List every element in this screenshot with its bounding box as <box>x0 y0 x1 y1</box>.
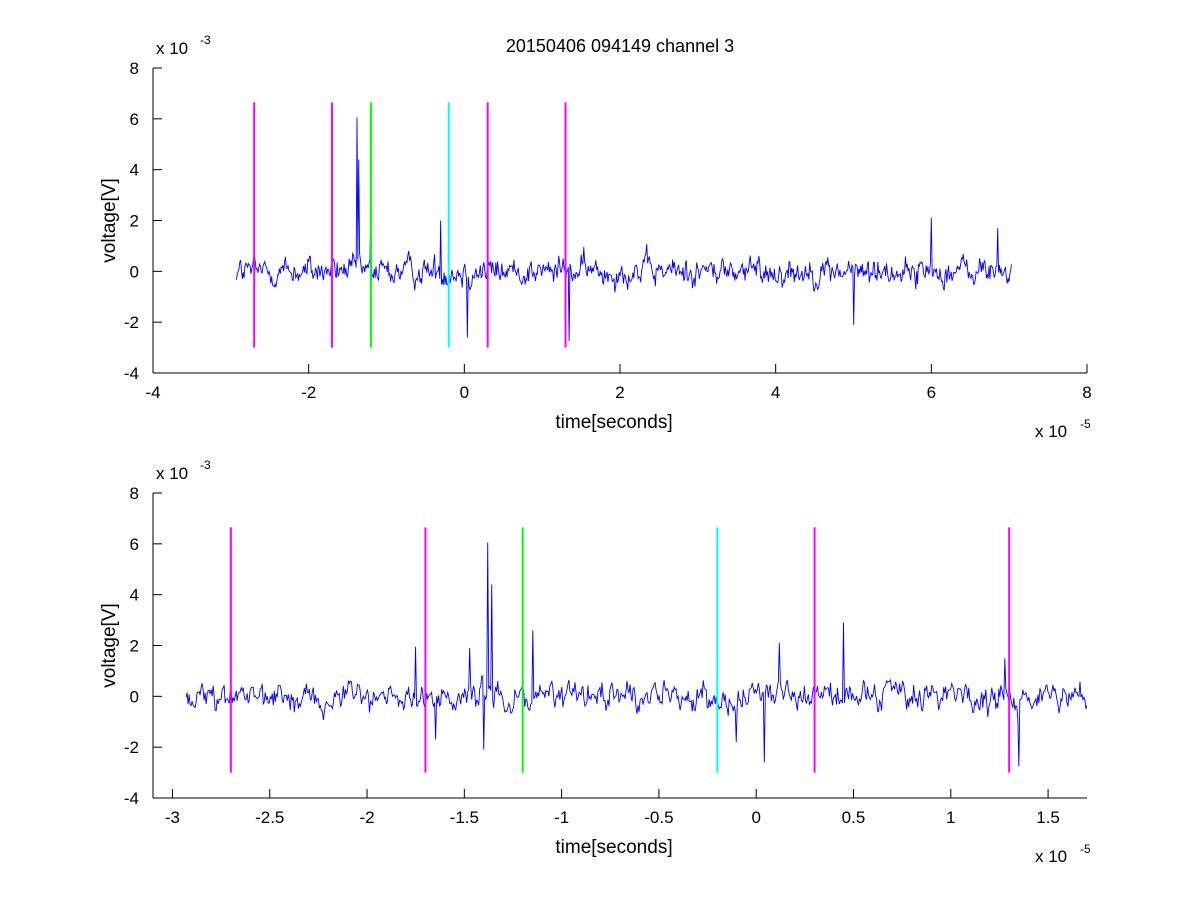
x-tick-label: 2 <box>615 383 624 402</box>
x-exponent-power: -5 <box>1080 417 1091 431</box>
y-tick-label: 2 <box>130 212 139 231</box>
y-exponent-label: x 10 <box>156 464 188 483</box>
signal-series-line <box>235 117 1012 342</box>
subplot-2: -3 -2.5 -2 -1.5 -1 -0.5 0 0.5 1 1.5 -4 -2 0 2 4 6 8 time[… <box>99 458 1091 866</box>
x-tick-label: -4 <box>145 383 160 402</box>
y-exponent-power: -3 <box>200 458 211 472</box>
y-axis-label: voltage[V] <box>99 178 120 263</box>
x-tick-label: 0.5 <box>842 808 866 827</box>
y-tick-label: -2 <box>124 738 139 757</box>
signal-series-line <box>185 542 1087 767</box>
x-tick-label: 1 <box>946 808 955 827</box>
y-tick-label: 0 <box>130 687 139 706</box>
x-tick-label: -0.5 <box>644 808 673 827</box>
y-tick-label: 6 <box>130 110 139 129</box>
y-tick-label: 2 <box>130 637 139 656</box>
y-tick-label: 6 <box>130 535 139 554</box>
y-tick-label: -4 <box>124 789 139 808</box>
subplot-1: -4 -2 0 2 4 6 8 -4 -2 0 2 4 6 8 time[seconds] voltage[V… <box>99 33 1092 441</box>
x-exponent-label: x 10 <box>1035 847 1067 866</box>
x-tick-label: -1.5 <box>450 808 479 827</box>
y-tick-label: 4 <box>130 161 139 180</box>
x-axis-label: time[seconds] <box>555 837 672 858</box>
x-tick-label: 0 <box>751 808 760 827</box>
x-tick-label: 8 <box>1082 383 1091 402</box>
y-axis-label: voltage[V] <box>99 603 120 688</box>
y-tick-label: 8 <box>130 59 139 78</box>
y-exponent-label: x 10 <box>156 39 188 58</box>
x-exponent-power: -5 <box>1080 842 1091 856</box>
x-tick-label: -2 <box>301 383 316 402</box>
y-tick-label: -2 <box>124 313 139 332</box>
y-exponent-power: -3 <box>200 33 211 47</box>
figure-title: 20150406 094149 channel 3 <box>506 36 734 56</box>
y-tick-label: 8 <box>130 484 139 503</box>
y-tick-label: -4 <box>124 364 139 383</box>
x-tick-label: 0 <box>460 383 469 402</box>
y-tick-label: 0 <box>130 262 139 281</box>
x-tick-label: 4 <box>771 383 780 402</box>
x-axis-label: time[seconds] <box>555 412 672 433</box>
x-tick-label: -2 <box>359 808 374 827</box>
x-tick-label: 1.5 <box>1036 808 1060 827</box>
y-tick-label: 4 <box>130 586 139 605</box>
x-tick-label: -2.5 <box>255 808 284 827</box>
x-tick-label: 6 <box>927 383 936 402</box>
x-tick-label: -1 <box>554 808 569 827</box>
x-tick-label: -3 <box>165 808 180 827</box>
x-exponent-label: x 10 <box>1035 422 1067 441</box>
